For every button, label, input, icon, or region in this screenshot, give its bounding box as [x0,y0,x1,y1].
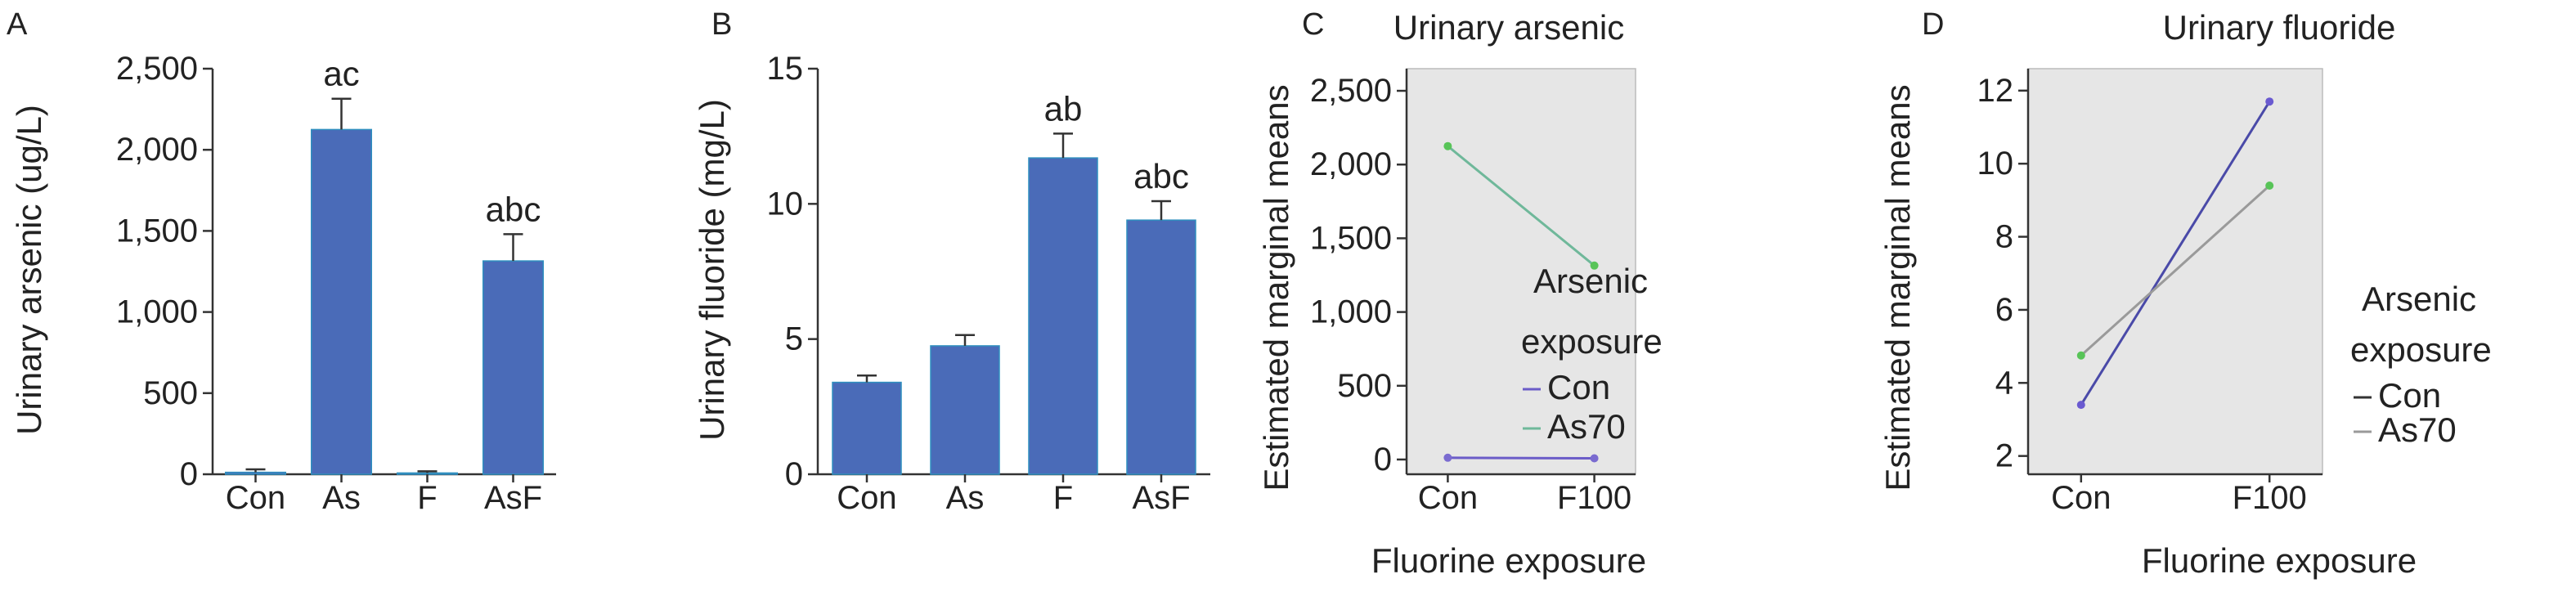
panel-d-x-tick-label: F100 [2233,480,2307,516]
panel-a-significance-label: ac [323,55,359,93]
panel-a-letter: A [7,7,28,42]
panel-c-x-axis-label: Fluorine exposure [1371,541,1646,580]
panel-c-legend-item-as70: As70 [1547,407,1626,446]
panel-a-x-tick-label: AsF [484,480,542,516]
panel-c-title: Urinary arsenic [1393,8,1624,47]
panel-c-legend-title-line1: Arsenic [1533,262,1648,300]
panel-d-y-tick-label: 8 [1995,219,2013,255]
panel-c-x-tick-label: Con [1418,480,1478,516]
panel-a-y-tick-label: 2,500 [116,51,198,87]
panel-c-plot: 0 500 1,000 1,500 2,000 2,500 Con F100 [1310,68,1636,516]
panel-d-y-tick-label: 2 [1995,438,2013,474]
panel-b-y-tick-label: 5 [785,321,803,357]
panel-b-x-tick-label: As [946,480,985,516]
panel-d-x-axis-label: Fluorine exposure [2142,541,2417,580]
panel-d-plot: 2 4 6 8 10 12 Con F100 [1977,68,2323,516]
panel-d-y-tick-label: 6 [1995,292,2013,328]
panel-b-y-tick-label: 10 [767,186,804,222]
panel-c-y-tick-label: 1,500 [1310,220,1392,256]
panel-b-x-tick-label: F [1053,480,1073,516]
panel-b-y-tick-label: 0 [785,456,803,492]
panel-c-letter: C [1302,7,1324,42]
panel-d-y-tick-label: 4 [1995,365,2013,401]
panel-c-series-as70-point [1590,261,1599,270]
panel-c-y-tick-label: 0 [1374,442,1392,478]
panel-c-y-axis-label: Estimated marginal means [1257,84,1295,491]
panel-d-y-tick-label: 10 [1977,146,2014,182]
panel-c-legend-item-con: Con [1547,368,1610,406]
panel-a-bar [397,472,458,475]
panel-c-series-con-point [1443,453,1452,462]
panel-b-bar [930,345,1000,475]
panel-c-plot-area [1406,68,1636,475]
panel-c-series-as70-line [1447,145,1595,267]
panel-d-series-con-line [2080,101,2271,406]
panel-b-x-tick-label: AsF [1132,480,1190,516]
panel-a-bar [482,260,544,475]
panel-a-y-tick-label: 2,000 [116,132,198,168]
panel-b-bar [832,381,902,475]
panel-d: D Urinary fluoride Estimated marginal me… [1878,7,2492,580]
panel-d-letter: D [1922,7,1944,42]
panel-b-bar [1126,219,1196,475]
panel-c: C Urinary arsenic Estimated marginal mea… [1257,7,1663,580]
panel-a-y-axis-label: Urinary arsenic (ug/L) [10,105,48,435]
panel-b-y-tick-label: 15 [767,51,804,87]
panel-c-series-as70-point [1443,141,1452,150]
panel-c-series-con-point [1590,454,1599,463]
panel-a-bar [225,471,286,475]
panel-d-y-tick-label: 12 [1977,73,2014,109]
panel-b-letter: B [711,7,732,42]
panel-a-x-tick-label: As [322,480,361,516]
panel-a-y-tick-label: 1,000 [116,294,198,330]
panel-d-legend-item-con: Con [2378,376,2441,415]
panel-c-x-tick-label: F100 [1557,480,1631,516]
panel-d-title: Urinary fluoride [2163,8,2396,47]
panel-d-x-tick-label: Con [2051,480,2111,516]
panel-a-bar [311,128,372,475]
panel-a-plot: 0 500 1,000 1,500 2,000 2,500 Con As ac F AsF abc [116,51,556,516]
panel-d-series-con-point [2076,401,2085,410]
panel-c-series-con-line [1447,456,1595,460]
panel-d-series-con-point [2265,97,2274,106]
panel-b-significance-label: abc [1133,157,1189,195]
panel-a: A Urinary arsenic (ug/L) 0 500 1,000 1,500 2… [7,7,556,516]
panel-d-legend-item-as70: As70 [2378,410,2457,449]
panel-d-legend-title-line1: Arsenic [2362,280,2476,318]
panel-b-significance-label: ab [1044,89,1083,128]
panel-a-y-tick-label: 1,500 [116,213,198,249]
panel-b-bar [1028,157,1098,475]
panel-a-x-tick-label: F [417,480,437,516]
panel-c-y-tick-label: 1,000 [1310,294,1392,330]
panel-a-y-tick-label: 500 [143,375,198,411]
panel-d-series-as70-point [2265,181,2274,190]
panel-c-y-tick-label: 2,000 [1310,146,1392,182]
panel-a-x-tick-label: Con [226,480,285,516]
panel-b-y-axis-label: Urinary fluoride (mg/L) [693,99,731,441]
panel-d-legend: Arsenic exposure Con As70 [2350,280,2492,449]
panel-d-series-as70-point [2076,351,2085,360]
panel-c-legend-title-line2: exposure [1521,322,1663,361]
panel-a-significance-label: abc [486,190,541,228]
panel-b-x-tick-label: Con [837,480,896,516]
panel-c-legend: Arsenic exposure Con As70 [1521,262,1663,446]
panel-d-legend-title-line2: exposure [2350,330,2492,369]
panel-d-y-axis-label: Estimated marginal means [1878,84,1917,491]
panel-c-y-tick-label: 2,500 [1310,73,1392,109]
panel-d-series-as70-line [2080,184,2271,357]
panel-a-y-tick-label: 0 [180,456,198,492]
panel-c-y-tick-label: 500 [1337,368,1392,404]
